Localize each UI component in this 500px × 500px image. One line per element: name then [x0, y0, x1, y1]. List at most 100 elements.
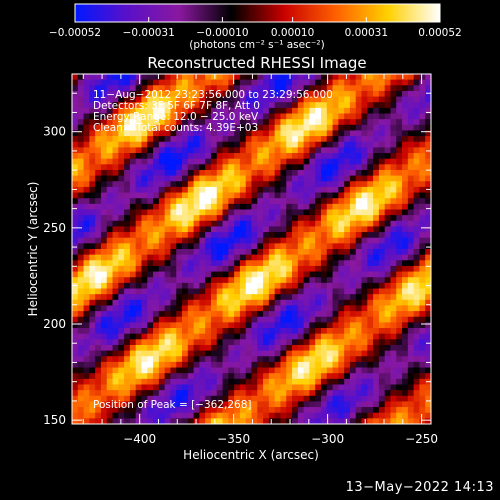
heatmap-cell	[384, 79, 392, 86]
heatmap-cell	[338, 339, 345, 346]
heatmap-cell	[205, 277, 212, 284]
heatmap-cell	[182, 344, 189, 352]
heatmap-cell	[320, 344, 328, 352]
heatmap-cell	[234, 130, 241, 137]
heatmap-cell	[286, 282, 293, 290]
heatmap-cell	[315, 282, 322, 290]
heatmap-cell	[361, 90, 368, 98]
heatmap-cell	[118, 243, 125, 250]
heatmap-cell	[419, 169, 426, 177]
heatmap-cell	[390, 305, 397, 312]
heatmap-cell	[425, 311, 431, 318]
heatmap-cell	[112, 79, 119, 86]
heatmap-cell	[349, 203, 357, 211]
heatmap-cell	[390, 367, 397, 374]
heatmap-cell	[332, 119, 339, 126]
heatmap-cell	[245, 282, 253, 290]
heatmap-cell	[234, 85, 241, 92]
heatmap-cell	[124, 102, 131, 109]
heatmap-cell	[344, 136, 351, 143]
heatmap-cell	[419, 401, 426, 408]
heatmap-cell	[413, 367, 421, 374]
heatmap-cell	[118, 271, 125, 278]
heatmap-cell	[413, 294, 421, 301]
heatmap-cell	[77, 169, 85, 177]
heatmap-cell	[228, 271, 235, 278]
heatmap-cell	[193, 350, 200, 357]
heatmap-cell	[205, 141, 212, 148]
heatmap-cell	[222, 350, 229, 357]
heatmap-cell	[234, 153, 241, 160]
heatmap-cell	[355, 322, 363, 329]
heatmap-cell	[153, 361, 160, 369]
heatmap-cell	[153, 350, 160, 357]
heatmap-cell	[106, 102, 114, 109]
heatmap-cell	[141, 367, 148, 374]
heatmap-cell	[268, 418, 276, 424]
heatmap-cell	[303, 203, 310, 211]
heatmap-cell	[407, 401, 415, 408]
heatmap-cell	[147, 169, 154, 177]
heatmap-cell	[129, 322, 137, 329]
heatmap-cell	[309, 74, 316, 81]
heatmap-cell	[124, 328, 131, 335]
heatmap-cell	[425, 401, 431, 408]
heatmap-cell	[182, 367, 189, 374]
heatmap-cell	[158, 203, 166, 211]
heatmap-cell	[297, 288, 305, 295]
heatmap-cell	[378, 254, 386, 261]
heatmap-cell	[338, 333, 345, 340]
heatmap-cell	[118, 153, 125, 160]
heatmap-cell	[135, 119, 143, 126]
heatmap-cell	[164, 237, 172, 244]
heatmap-cell	[164, 407, 172, 414]
heatmap-cell	[95, 102, 102, 109]
heatmap-cell	[378, 373, 386, 380]
heatmap-cell	[147, 198, 154, 205]
heatmap-cell	[77, 333, 85, 340]
heatmap-cell	[338, 249, 345, 256]
heatmap-cell	[280, 124, 287, 132]
heatmap-cell	[228, 344, 235, 352]
heatmap-cell	[378, 181, 386, 188]
heatmap-cell	[89, 198, 96, 205]
heatmap-cell	[72, 220, 79, 228]
heatmap-cell	[268, 378, 276, 386]
heatmap-cell	[234, 175, 241, 182]
heatmap-cell	[286, 113, 293, 120]
heatmap-cell	[413, 113, 421, 120]
heatmap-cell	[384, 119, 392, 126]
heatmap-cell	[349, 147, 357, 154]
heatmap-cell	[205, 85, 212, 92]
heatmap-cell	[228, 141, 235, 148]
heatmap-cell	[158, 215, 166, 222]
heatmap-cell	[396, 141, 403, 148]
heatmap-cell	[355, 237, 363, 244]
heatmap-cell	[153, 209, 160, 216]
heatmap-cell	[124, 407, 131, 414]
heatmap-cell	[396, 265, 403, 273]
heatmap-cell	[77, 136, 85, 143]
heatmap-cell	[407, 175, 415, 182]
heatmap-cell	[407, 153, 415, 160]
heatmap-cell	[228, 277, 235, 284]
heatmap-cell	[390, 418, 397, 424]
heatmap-cell	[263, 198, 270, 205]
heatmap-cell	[170, 119, 177, 126]
heatmap-cell	[320, 418, 328, 424]
heatmap-cell	[228, 220, 235, 228]
heatmap-cell	[263, 90, 270, 98]
heatmap-cell	[396, 361, 403, 369]
heatmap-cell	[72, 294, 79, 301]
heatmap-cell	[384, 412, 392, 419]
heatmap-cell	[361, 373, 368, 380]
heatmap-cell	[425, 226, 431, 233]
heatmap-cell	[222, 384, 229, 391]
heatmap-cell	[205, 153, 212, 160]
heatmap-cell	[193, 141, 200, 148]
heatmap-cell	[292, 164, 299, 171]
heatmap-cell	[320, 249, 328, 256]
heatmap-cell	[118, 384, 125, 391]
heatmap-cell	[106, 254, 114, 261]
